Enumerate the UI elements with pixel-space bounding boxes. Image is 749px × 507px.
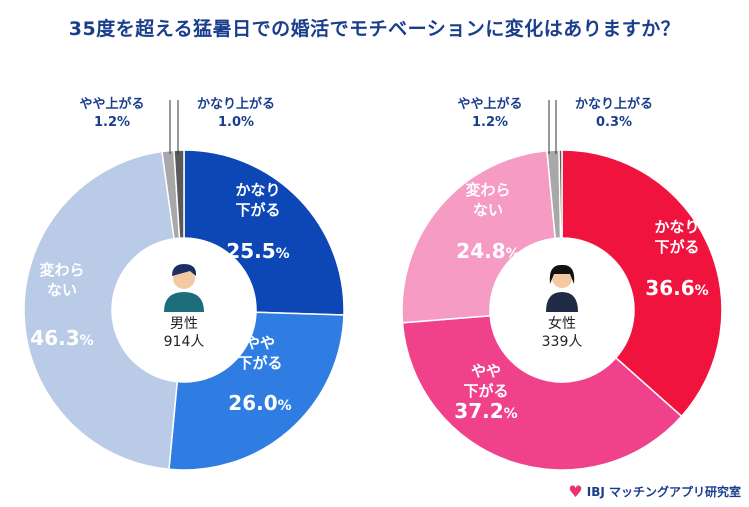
slice-female-1 [401,314,683,471]
callout-label: かなり上がる [575,96,653,112]
slice-label: 変わら [39,261,84,279]
brand-label: IBJ マッチングアプリ研究室 [586,485,741,499]
slice-label: 変わら [465,181,510,199]
center-label-count: 914人 [164,334,205,350]
center-label-count: 339人 [542,334,583,350]
callout-label: かなり上がる [197,96,275,112]
callout-value: 1.0% [218,115,254,130]
slice-label: 下がる [463,382,508,400]
slice-label: 下がる [237,354,282,372]
slice-label: ない [47,281,77,299]
female-donut-chart: 女性339人かなり下がる36.6%やや下がる37.2%変わらない24.8%やや上… [401,96,723,471]
callout-label: やや上がる [79,96,144,112]
male-donut-chart: 男性914人かなり下がる25.5%やや下がる26.0%変わらない46.3%やや上… [23,96,345,471]
slice-label: 下がる [654,238,699,256]
slice-label: かなり [235,181,280,199]
callout-value: 0.3% [596,115,632,130]
center-label-group: 女性 [548,315,576,332]
female-person-icon [546,264,578,312]
callout-value: 1.2% [94,115,130,130]
chart-title: 35度を超える猛暑日での婚活でモチベーションに変化はありますか？ [68,18,681,40]
slice-label: 下がる [235,201,280,219]
slice-label: ない [473,201,503,219]
heart-icon: ♥ [568,482,583,501]
slice-label: やや [245,334,275,352]
callout-value: 1.2% [472,115,508,130]
slice-label: かなり [654,218,699,236]
callout-label: やや上がる [457,96,522,112]
male-person-icon [164,264,204,312]
center-label-group: 男性 [170,316,198,332]
slice-label: やや [471,362,501,380]
brand-logo: ♥ IBJ マッチングアプリ研究室 [568,482,741,501]
